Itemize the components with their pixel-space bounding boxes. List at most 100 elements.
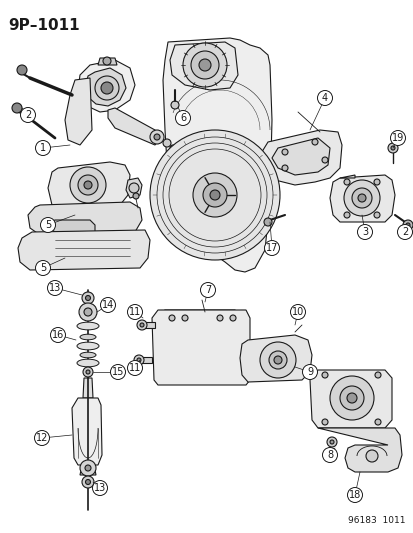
Circle shape [133,193,139,199]
Polygon shape [78,60,135,112]
Circle shape [357,194,365,202]
Circle shape [78,175,98,195]
Polygon shape [50,220,95,232]
Circle shape [171,101,178,109]
Circle shape [402,220,412,230]
Circle shape [290,304,305,319]
Circle shape [230,315,235,321]
Text: 13: 13 [94,483,106,493]
Circle shape [387,143,397,153]
Circle shape [92,481,107,496]
Text: 8: 8 [326,450,332,460]
Circle shape [346,393,356,403]
Circle shape [100,297,115,312]
Polygon shape [80,465,96,475]
Polygon shape [259,130,341,185]
Text: 16: 16 [52,330,64,340]
Polygon shape [339,175,354,178]
Polygon shape [240,310,244,370]
Circle shape [317,91,332,106]
Polygon shape [158,310,242,332]
Circle shape [34,431,50,446]
Polygon shape [48,162,130,210]
Text: 2: 2 [401,227,407,237]
Circle shape [343,212,349,218]
Polygon shape [86,68,126,106]
Text: 2: 2 [25,110,31,120]
Circle shape [50,327,65,343]
Text: 14: 14 [102,300,114,310]
Circle shape [82,476,94,488]
Circle shape [329,440,333,444]
Circle shape [36,261,50,276]
Circle shape [322,448,337,463]
Circle shape [17,65,27,75]
Circle shape [202,183,226,207]
Polygon shape [72,398,102,465]
Polygon shape [317,428,401,472]
Text: 9P–1011: 9P–1011 [8,18,79,33]
Circle shape [351,188,371,208]
Circle shape [321,372,327,378]
Polygon shape [271,138,329,175]
Polygon shape [240,335,311,382]
Circle shape [85,480,90,484]
Text: 18: 18 [348,490,360,500]
Circle shape [326,437,336,447]
Circle shape [216,315,223,321]
Text: 11: 11 [128,363,141,373]
Text: 12: 12 [36,433,48,443]
Circle shape [373,179,379,185]
Circle shape [84,308,92,316]
Polygon shape [126,178,142,198]
Text: 5: 5 [40,263,46,273]
Circle shape [150,130,164,144]
Circle shape [170,145,176,151]
Polygon shape [28,202,142,235]
Circle shape [137,358,141,362]
Circle shape [281,149,287,155]
Circle shape [259,342,295,378]
Circle shape [80,460,96,476]
Ellipse shape [77,342,99,350]
Circle shape [390,146,394,150]
Text: 5: 5 [45,220,51,230]
Ellipse shape [80,334,96,340]
Circle shape [36,141,50,156]
Circle shape [199,59,211,71]
Polygon shape [152,310,249,385]
Circle shape [192,173,236,217]
Polygon shape [108,108,159,145]
Polygon shape [140,357,152,363]
Text: 10: 10 [291,307,304,317]
Circle shape [339,386,363,410]
Circle shape [343,180,379,216]
Circle shape [365,450,377,462]
Circle shape [200,282,215,297]
Circle shape [343,179,349,185]
Circle shape [86,370,90,374]
Circle shape [329,376,373,420]
Circle shape [103,57,111,65]
Circle shape [79,303,97,321]
Circle shape [163,139,171,147]
Text: 6: 6 [180,113,185,123]
Circle shape [83,367,93,377]
Polygon shape [18,230,150,270]
Circle shape [321,419,327,425]
Circle shape [134,355,144,365]
Polygon shape [159,370,244,378]
Circle shape [82,292,94,304]
Circle shape [263,218,271,226]
Text: 17: 17 [265,243,278,253]
Circle shape [302,365,317,379]
Circle shape [190,51,218,79]
Circle shape [47,280,62,295]
Circle shape [183,43,226,87]
Circle shape [140,323,144,327]
Circle shape [396,224,411,239]
Circle shape [175,110,190,125]
Polygon shape [142,322,154,328]
Circle shape [273,356,281,364]
Circle shape [373,212,379,218]
